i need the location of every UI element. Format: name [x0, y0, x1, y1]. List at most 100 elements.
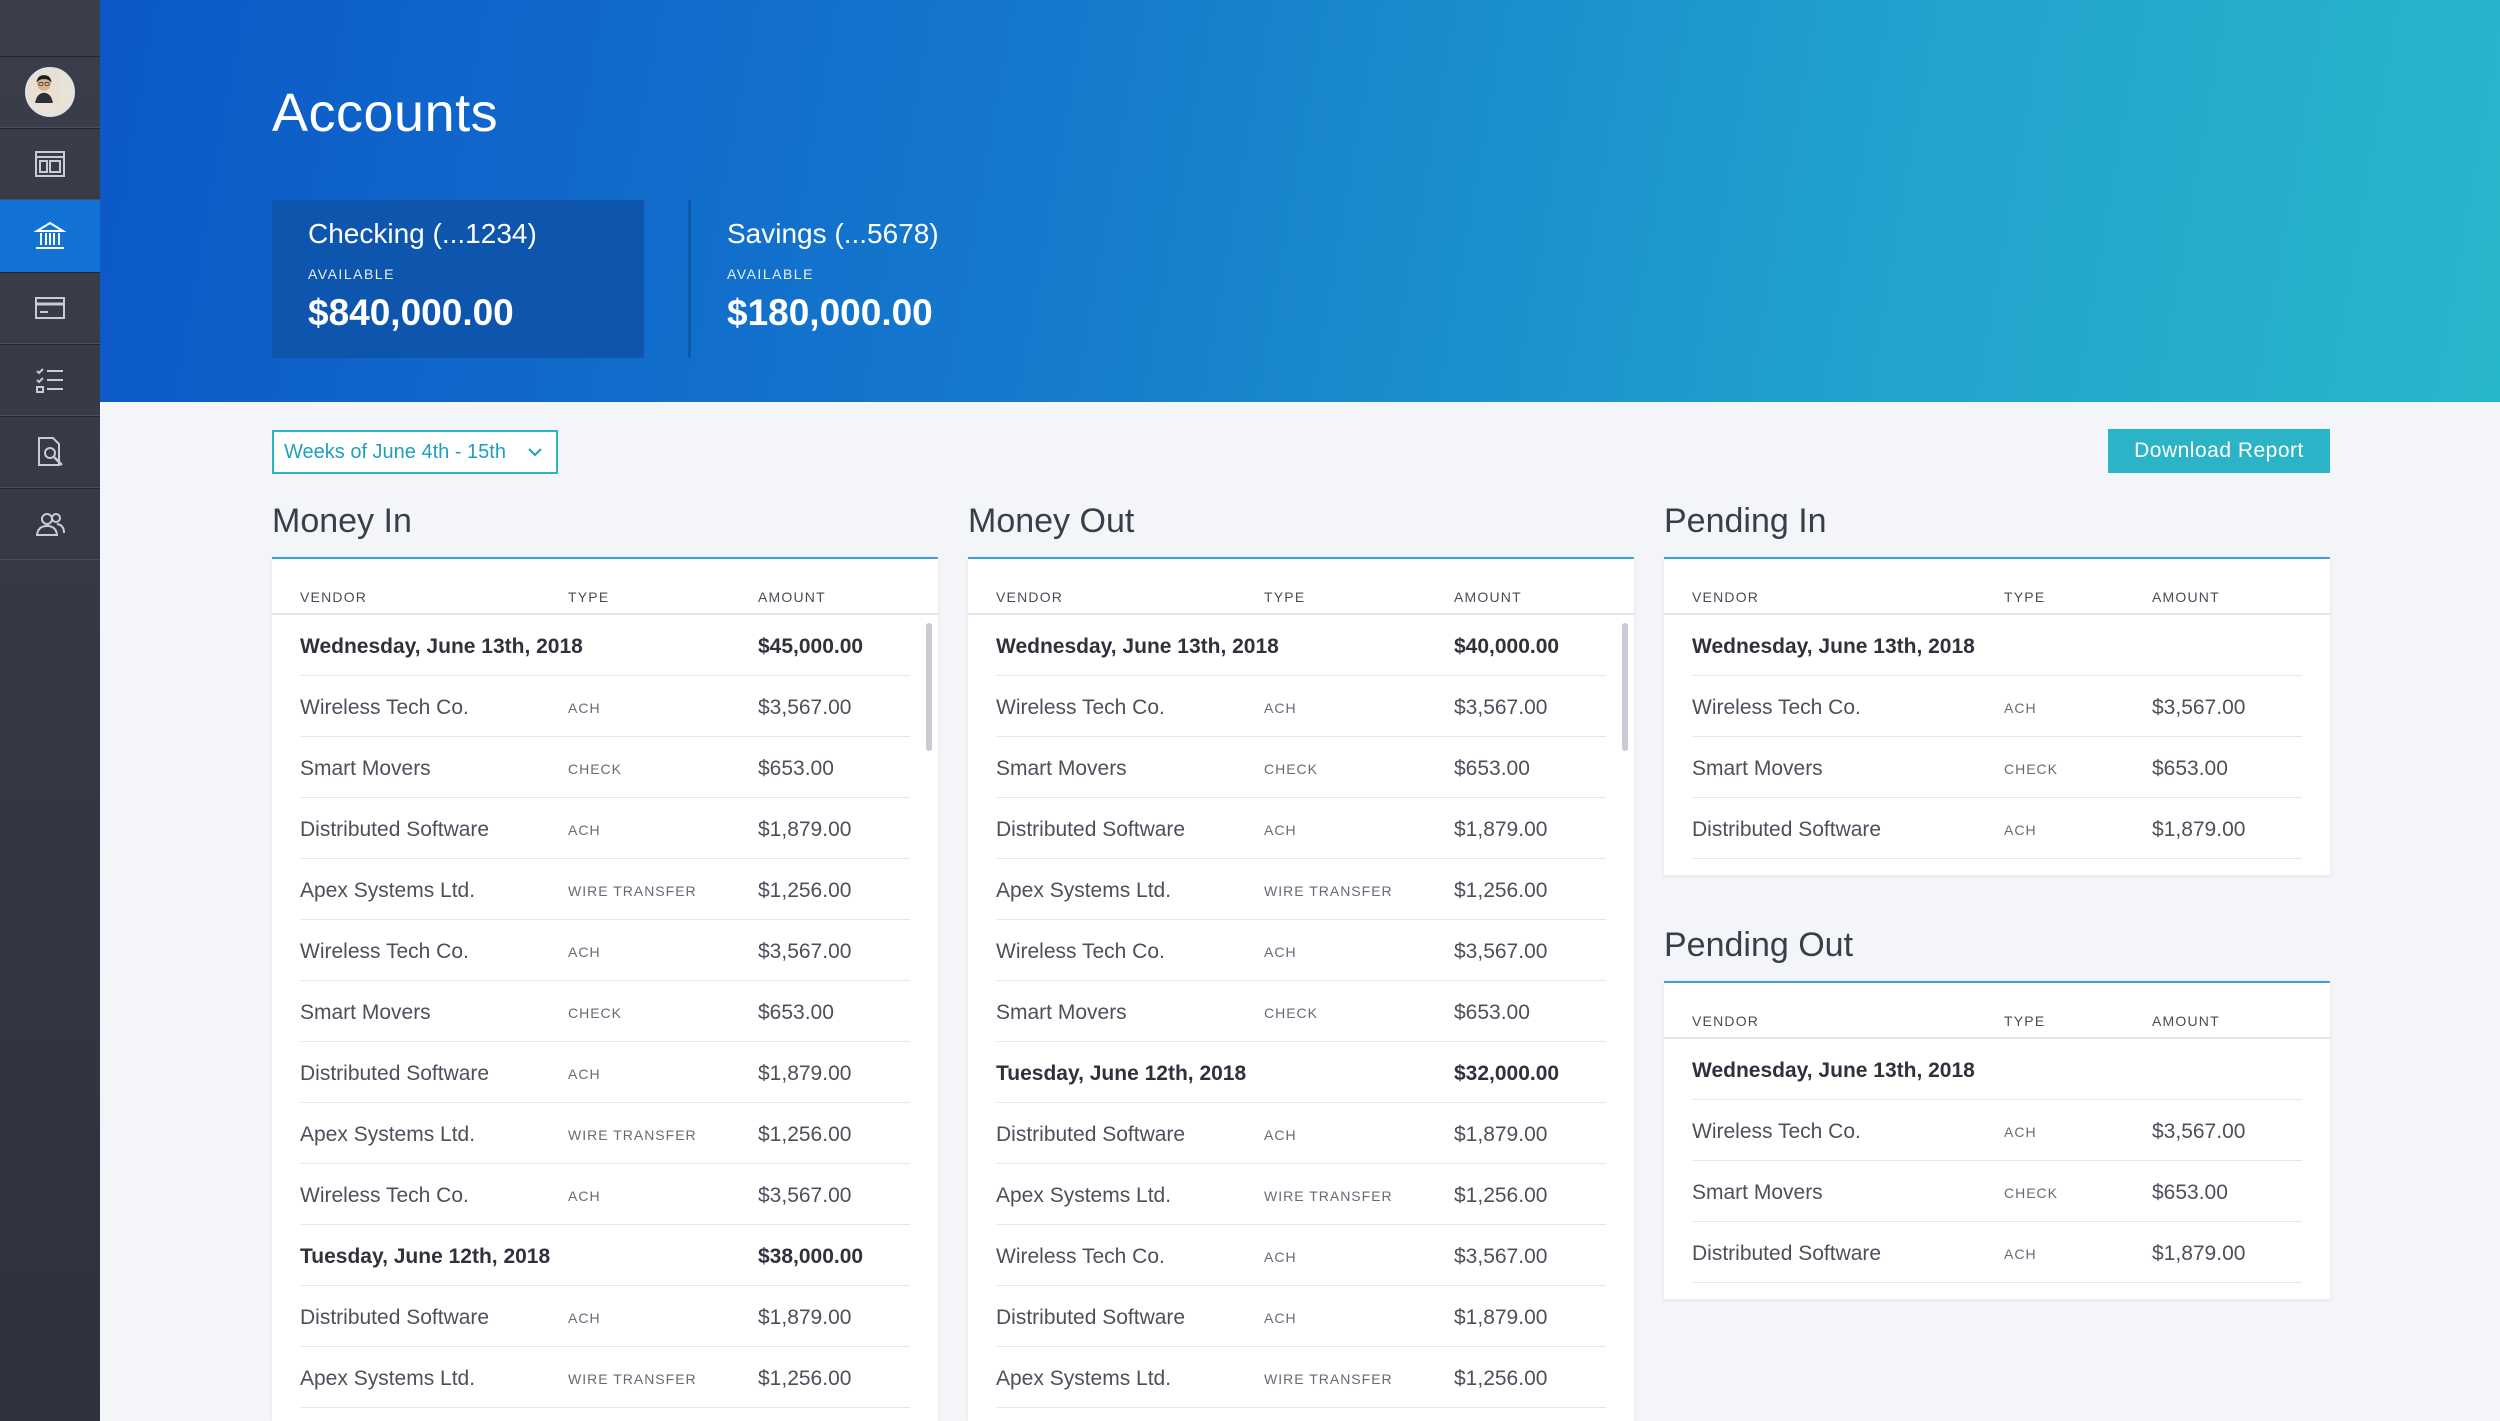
column-header-amount[interactable]: AMOUNT: [758, 589, 826, 605]
column-header-type[interactable]: TYPE: [1264, 589, 1306, 605]
week-filter-value: Weeks of June 4th - 15th: [284, 440, 506, 463]
vendor-cell: Distributed Software: [1692, 1242, 1882, 1265]
vendor-cell: Wireless Tech Co.: [300, 1184, 469, 1207]
table-row[interactable]: Wireless Tech Co. ACH $3,567.00: [996, 1225, 1606, 1286]
table-row[interactable]: Distributed Software ACH $1,879.00: [300, 1042, 910, 1103]
scrollbar[interactable]: [1622, 623, 1628, 751]
amount-cell: $653.00: [1454, 757, 1530, 780]
amount-cell: $1,879.00: [1454, 818, 1548, 841]
vendor-cell: Wireless Tech Co.: [300, 940, 469, 963]
table-row[interactable]: Apex Systems Ltd. WIRE TRANSFER $1,256.00: [996, 859, 1606, 920]
column-header-amount[interactable]: AMOUNT: [2152, 1013, 2220, 1029]
table-row[interactable]: Wireless Tech Co. ACH $3,567.00: [300, 1164, 910, 1225]
column-header-amount[interactable]: AMOUNT: [2152, 589, 2220, 605]
sidebar-item-reports[interactable]: [0, 416, 100, 488]
sidebar-item-cards[interactable]: [0, 272, 100, 344]
table-body: Wednesday, June 13th, 2018 Wireless Tech …: [1664, 615, 2330, 859]
table-row[interactable]: Distributed Software ACH $1,879.00: [300, 798, 910, 859]
table-row[interactable]: Wireless Tech Co. ACH $3,567.00: [1692, 676, 2302, 737]
table-row[interactable]: Distributed Software ACH $1,879.00: [300, 1286, 910, 1347]
type-cell: ACH: [1264, 944, 1297, 960]
page-title: Accounts: [272, 83, 499, 143]
table-row[interactable]: Distributed Software ACH $1,879.00: [996, 1103, 1606, 1164]
table-row[interactable]: Wireless Tech Co. ACH $3,567.00: [996, 920, 1606, 981]
column-header-vendor[interactable]: VENDOR: [996, 589, 1064, 605]
column-header-amount[interactable]: AMOUNT: [1454, 589, 1522, 605]
table-body: Wednesday, June 13th, 2018 $45,000.00 Wire…: [272, 615, 938, 1408]
table-header: VENDOR TYPE AMOUNT: [1664, 983, 2330, 1039]
table-row[interactable]: Wireless Tech Co. ACH $3,567.00: [300, 676, 910, 737]
amount-cell: $1,256.00: [1454, 1184, 1548, 1207]
vendor-cell: Distributed Software: [1692, 818, 1882, 841]
sidebar-item-accounts[interactable]: [0, 200, 100, 272]
scrollbar[interactable]: [926, 623, 932, 751]
table-row[interactable]: Apex Systems Ltd. WIRE TRANSFER $1,256.00: [300, 1103, 910, 1164]
money-in-title: Money In: [272, 502, 412, 540]
table-row[interactable]: Smart Movers CHECK $653.00: [1692, 737, 2302, 798]
week-filter-select[interactable]: Weeks of June 4th - 15th: [272, 430, 558, 474]
table-row[interactable]: Apex Systems Ltd. WIRE TRANSFER $1,256.00: [300, 859, 910, 920]
sidebar-item-users[interactable]: [0, 488, 100, 560]
amount-cell: $3,567.00: [758, 696, 852, 719]
column-header-type[interactable]: TYPE: [2004, 589, 2046, 605]
table-row[interactable]: Smart Movers CHECK $653.00: [1692, 1161, 2302, 1222]
table-row[interactable]: Apex Systems Ltd. WIRE TRANSFER $1,256.00: [996, 1164, 1606, 1225]
vendor-cell: Smart Movers: [996, 757, 1127, 780]
sidebar-item-profile[interactable]: [0, 56, 100, 128]
table-row[interactable]: Wireless Tech Co. ACH $3,567.00: [996, 676, 1606, 737]
amount-cell: $653.00: [758, 1001, 834, 1024]
table-row[interactable]: Distributed Software ACH $1,879.00: [996, 1286, 1606, 1347]
vendor-cell: Smart Movers: [300, 757, 431, 780]
column-header-vendor[interactable]: VENDOR: [1692, 589, 1760, 605]
table-row[interactable]: Distributed Software ACH $1,879.00: [1692, 798, 2302, 859]
vendor-cell: Wireless Tech Co.: [996, 696, 1165, 719]
type-cell: WIRE TRANSFER: [568, 1371, 697, 1387]
date-label: Wednesday, June 13th, 2018: [996, 635, 1279, 658]
table-row[interactable]: Wireless Tech Co. ACH $3,567.00: [300, 920, 910, 981]
type-cell: ACH: [2004, 700, 2037, 716]
vendor-cell: Smart Movers: [300, 1001, 431, 1024]
vendor-cell: Wireless Tech Co.: [1692, 696, 1861, 719]
date-group-row: Tuesday, June 12th, 2018 $38,000.00: [300, 1225, 910, 1286]
table-row[interactable]: Wireless Tech Co. ACH $3,567.00: [1692, 1100, 2302, 1161]
pending-in-title: Pending In: [1664, 502, 1827, 540]
type-cell: CHECK: [2004, 761, 2059, 777]
table-row[interactable]: Smart Movers CHECK $653.00: [300, 981, 910, 1042]
amount-cell: $1,879.00: [1454, 1306, 1548, 1329]
date-group-row: Wednesday, June 13th, 2018: [1692, 1039, 2302, 1100]
vendor-cell: Smart Movers: [1692, 1181, 1823, 1204]
type-cell: ACH: [2004, 1246, 2037, 1262]
checklist-icon: [36, 368, 63, 393]
table-row[interactable]: Smart Movers CHECK $653.00: [996, 737, 1606, 798]
table-body: Wednesday, June 13th, 2018 $40,000.00 Wire…: [968, 615, 1634, 1408]
vendor-cell: Wireless Tech Co.: [996, 940, 1165, 963]
column-header-type[interactable]: TYPE: [568, 589, 610, 605]
download-report-button[interactable]: Download Report: [2108, 429, 2330, 473]
table-row[interactable]: Distributed Software ACH $1,879.00: [996, 798, 1606, 859]
table-row[interactable]: Apex Systems Ltd. WIRE TRANSFER $1,256.00: [996, 1347, 1606, 1408]
column-header-vendor[interactable]: VENDOR: [1692, 1013, 1760, 1029]
type-cell: CHECK: [2004, 1185, 2059, 1201]
column-header-type[interactable]: TYPE: [2004, 1013, 2046, 1029]
table-row[interactable]: Apex Systems Ltd. WIRE TRANSFER $1,256.00: [300, 1347, 910, 1408]
vendor-cell: Wireless Tech Co.: [1692, 1120, 1861, 1143]
table-row[interactable]: Smart Movers CHECK $653.00: [300, 737, 910, 798]
vendor-cell: Wireless Tech Co.: [996, 1245, 1165, 1268]
column-header-vendor[interactable]: VENDOR: [300, 589, 368, 605]
date-label: Tuesday, June 12th, 2018: [300, 1245, 551, 1268]
amount-cell: $3,567.00: [1454, 696, 1548, 719]
table-row[interactable]: Smart Movers CHECK $653.00: [996, 981, 1606, 1042]
type-cell: ACH: [568, 944, 601, 960]
bank-icon: [33, 221, 67, 249]
amount-cell: $3,567.00: [2152, 1120, 2246, 1143]
table-row[interactable]: Distributed Software ACH $1,879.00: [1692, 1222, 2302, 1283]
amount-cell: $1,256.00: [1454, 1367, 1548, 1390]
sidebar-item-tasks[interactable]: [0, 344, 100, 416]
sidebar-item-dashboard[interactable]: [0, 128, 100, 200]
account-card-savings[interactable]: Savings (...5678) AVAILABLE $180,000.00: [688, 200, 1068, 358]
date-total: $38,000.00: [758, 1245, 864, 1268]
type-cell: ACH: [568, 700, 601, 716]
table-body: Wednesday, June 13th, 2018 Wireless Tech …: [1664, 1039, 2330, 1283]
type-cell: CHECK: [568, 1005, 623, 1021]
account-card-checking[interactable]: Checking (...1234) AVAILABLE $840,000.00: [272, 200, 644, 358]
